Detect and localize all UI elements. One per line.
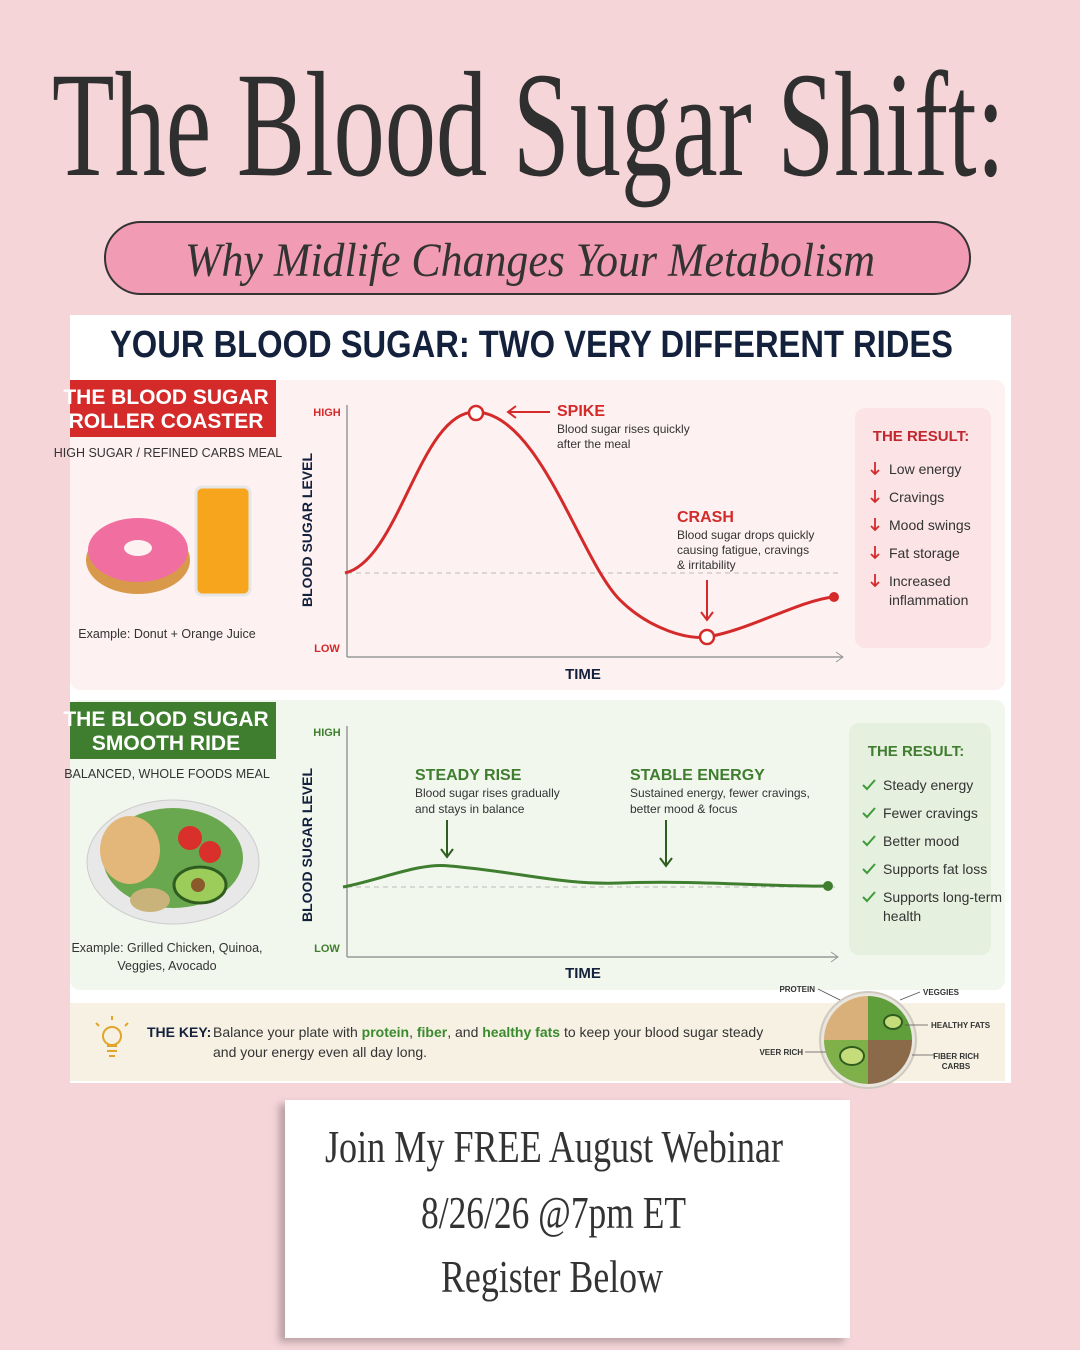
key-segment: and your energy even all day long. <box>213 1044 427 1060</box>
avocado <box>840 1047 864 1065</box>
plate-label: PROTEIN <box>779 985 815 994</box>
plate-label: HEALTHY FATS <box>931 1021 991 1030</box>
key-text: and your energy even all day long. <box>213 1044 427 1060</box>
result-item: Supports long-term <box>883 889 1002 905</box>
plate-icon <box>820 992 916 1088</box>
annotation-text: Blood sugar drops quickly <box>677 528 814 542</box>
example-text: Example: Grilled Chicken, Quinoa, <box>71 941 262 955</box>
crash-point <box>700 630 714 644</box>
key-segment: Balance your plate with <box>213 1024 362 1040</box>
end-point <box>829 592 839 602</box>
annotation-text: Blood sugar rises quickly <box>557 422 690 436</box>
x-axis-label: TIME <box>565 666 601 683</box>
y-axis-label: BLOOD SUGAR LEVEL <box>299 768 315 922</box>
key-segment: , and <box>447 1024 482 1040</box>
key-segment: healthy fats <box>482 1024 560 1040</box>
annotation-text: and stays in balance <box>415 802 525 816</box>
high-label: HIGH <box>313 407 341 419</box>
webinar-date: 8/26/26 @7pm ET <box>421 1187 686 1238</box>
plate-label: FIBER RICH <box>933 1052 979 1061</box>
salad-illustration <box>87 800 259 924</box>
plate-label: VEER RICH <box>759 1048 803 1057</box>
end-point <box>823 881 833 891</box>
example-text: Example: Donut + Orange Juice <box>78 627 256 641</box>
page-title: The Blood Sugar Shift: <box>52 42 1005 208</box>
annotation-text: after the meal <box>557 437 630 451</box>
tomato <box>178 826 202 850</box>
quinoa <box>130 888 170 912</box>
annotation-title: CRASH <box>677 509 734 526</box>
key-segment: fiber <box>417 1024 448 1040</box>
low-label: LOW <box>314 643 340 655</box>
low-label: LOW <box>314 943 340 955</box>
plate-label: VEGGIES <box>923 988 960 997</box>
result-item: Steady energy <box>883 777 973 793</box>
result-item: Mood swings <box>889 517 971 533</box>
annotation-text: better mood & focus <box>630 802 737 816</box>
result-title: THE RESULT: <box>873 428 969 445</box>
result-title: THE RESULT: <box>868 743 964 760</box>
annotation-text: Blood sugar rises gradually <box>415 786 560 800</box>
annotation-title: STEADY RISE <box>415 767 522 784</box>
badge-text: THE BLOOD SUGAR <box>63 708 268 731</box>
result-item: Low energy <box>889 461 961 477</box>
webinar-cta: Register Below <box>441 1251 664 1302</box>
chicken <box>100 816 160 884</box>
x-axis-label: TIME <box>565 965 601 982</box>
annotation-text: causing fatigue, cravings <box>677 543 809 557</box>
badge-text: SMOOTH RIDE <box>92 732 240 755</box>
avocado <box>884 1015 902 1029</box>
high-label: HIGH <box>313 727 341 739</box>
plate-label: CARBS <box>942 1062 971 1071</box>
tomato <box>199 841 221 863</box>
avocado-pit <box>191 878 205 892</box>
key-segment: protein <box>362 1024 409 1040</box>
spike-point <box>469 406 483 420</box>
key-segment: to keep your blood sugar steady <box>560 1024 763 1040</box>
result-item: Supports fat loss <box>883 861 987 877</box>
result-item: Better mood <box>883 833 959 849</box>
donut-hole <box>124 540 152 556</box>
meal-label: BALANCED, WHOLE FOODS MEAL <box>64 767 270 781</box>
juice-glass <box>196 487 250 595</box>
result-item: health <box>883 908 921 924</box>
badge-text: THE BLOOD SUGAR <box>63 386 268 409</box>
annotation-title: STABLE ENERGY <box>630 767 765 784</box>
infographic-title: YOUR BLOOD SUGAR: TWO VERY DIFFERENT RID… <box>110 324 953 366</box>
example-text: Veggies, Avocado <box>117 959 216 973</box>
key-text: Balance your plate with protein, fiber, … <box>213 1024 763 1040</box>
result-item: Fat storage <box>889 545 960 561</box>
meal-label: HIGH SUGAR / REFINED CARBS MEAL <box>54 446 283 460</box>
result-item: Fewer cravings <box>883 805 978 821</box>
badge-text: ROLLER COASTER <box>69 410 264 433</box>
result-item: Cravings <box>889 489 944 505</box>
annotation-text: Sustained energy, fewer cravings, <box>630 786 810 800</box>
subtitle: Why Midlife Changes Your Metabolism <box>185 234 875 287</box>
key-segment: , <box>409 1024 417 1040</box>
result-item: Increased <box>889 573 950 589</box>
y-axis-label: BLOOD SUGAR LEVEL <box>299 453 315 607</box>
annotation-title: SPIKE <box>557 403 605 420</box>
key-label: THE KEY: <box>147 1024 211 1040</box>
result-item: inflammation <box>889 592 968 608</box>
webinar-text: Join My FREE August Webinar <box>325 1121 783 1172</box>
annotation-text: & irritability <box>677 558 736 572</box>
